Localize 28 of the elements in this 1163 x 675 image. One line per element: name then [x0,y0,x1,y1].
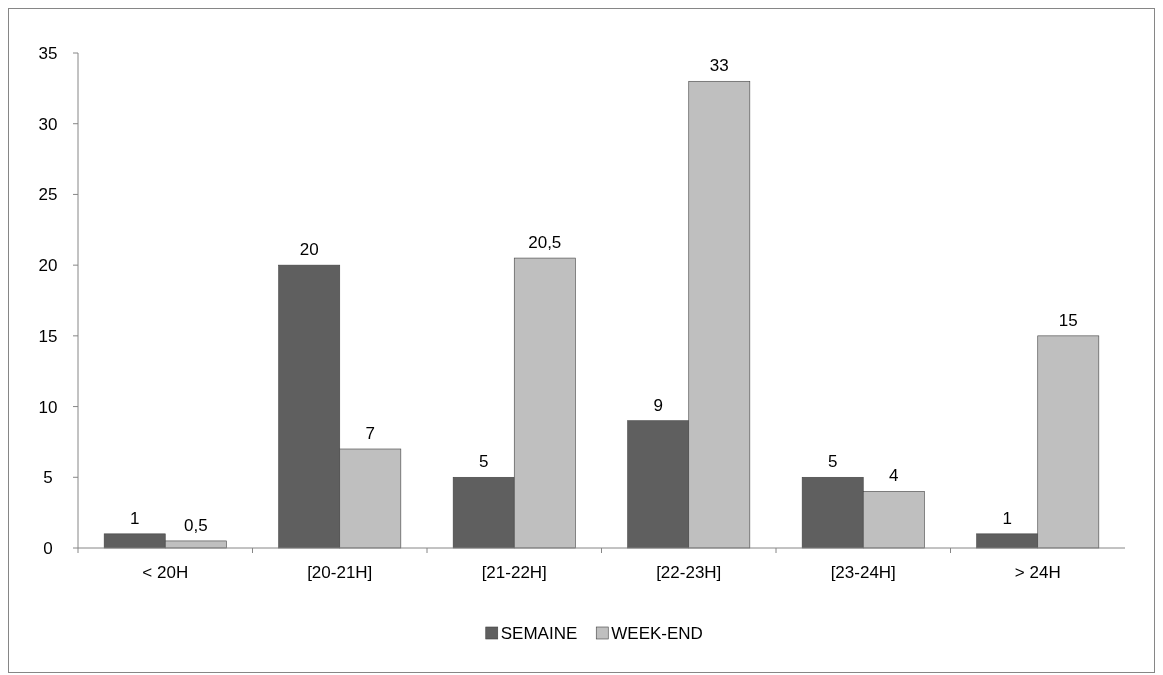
data-label: 20 [299,240,319,260]
x-tick-label: [22-23H] [656,563,722,582]
x-tick-label: [23-24H] [830,563,896,582]
data-label: 20,5 [528,233,562,253]
data-label: 33 [709,56,729,76]
data-label: 0,5 [183,515,208,535]
data-label: 9 [653,395,663,415]
y-tick-label: 15 [38,326,58,346]
legend-label: WEEK-END [611,623,703,643]
x-tick-label: [20-21H] [307,563,373,582]
data-label: 5 [827,452,838,472]
data-label: 5 [478,452,489,472]
data-label: 1 [129,508,140,528]
x-tick-label: > 24H [1014,563,1061,582]
data-label: 7 [365,424,376,443]
y-tick-label: 25 [38,185,58,205]
y-tick-label: 20 [38,256,58,276]
data-label: 15 [1058,310,1078,330]
y-tick-label: 35 [38,43,58,63]
y-tick-label: 10 [38,397,58,417]
legend-label: SEMAINE [500,623,578,643]
y-tick-label: 5 [43,468,53,488]
x-tick-label: < 20H [142,563,189,582]
y-tick-label: 30 [38,114,58,134]
x-tick-label: [21-22H] [481,563,547,582]
data-label: 1 [1002,508,1012,528]
y-tick-label: 0 [43,538,53,558]
data-label: 4 [889,466,899,486]
